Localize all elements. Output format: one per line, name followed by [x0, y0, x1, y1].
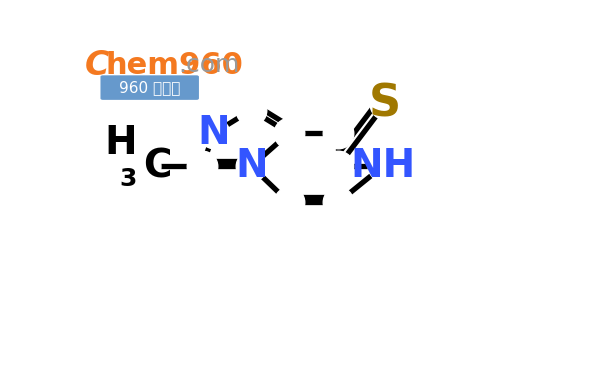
Text: NH: NH: [350, 147, 416, 185]
Text: N: N: [235, 147, 268, 185]
Text: C: C: [143, 147, 172, 185]
Text: 3: 3: [119, 167, 137, 191]
Text: N: N: [198, 114, 231, 152]
Text: .com: .com: [179, 53, 240, 77]
Text: C: C: [85, 49, 110, 82]
Text: 960 化工网: 960 化工网: [119, 80, 180, 95]
FancyBboxPatch shape: [100, 75, 199, 100]
Text: S: S: [369, 83, 401, 126]
Text: H: H: [104, 124, 137, 162]
Text: hem960: hem960: [106, 51, 243, 80]
